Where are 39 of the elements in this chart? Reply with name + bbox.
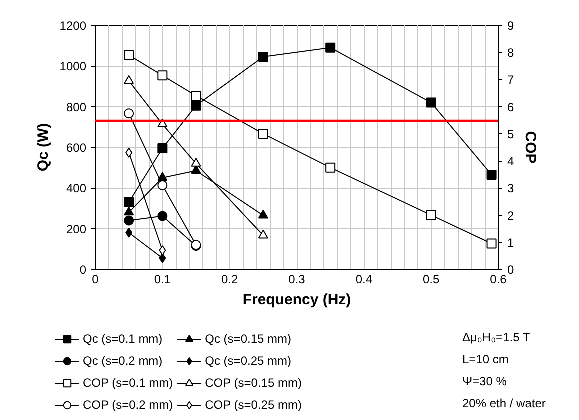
y-tick-label: 0 bbox=[80, 263, 87, 277]
legend-label: COP (s=0.1 mm) bbox=[83, 375, 174, 392]
legend-label: Qc (s=0.15 mm) bbox=[205, 331, 292, 348]
y-tick-label: 600 bbox=[66, 141, 87, 155]
y2-tick-label: 2 bbox=[508, 208, 514, 223]
y2-tick-label: 3 bbox=[508, 182, 514, 196]
x-tick-label: 0.4 bbox=[356, 272, 373, 286]
y-axis-title: Qc (W) bbox=[34, 123, 52, 172]
y2-tick-label: 6 bbox=[508, 100, 514, 114]
y2-tick-label: 7 bbox=[508, 73, 514, 88]
legend-label: Qc (s=0.25 mm) bbox=[205, 353, 292, 370]
y-tick-label: 400 bbox=[66, 182, 87, 196]
y2-axis-title: COP bbox=[522, 131, 540, 164]
y2-tick-label: 5 bbox=[508, 127, 514, 142]
x-tick-label: 0.1 bbox=[154, 272, 172, 286]
text: L=10 cm bbox=[462, 352, 509, 366]
x-tick-label: 0.2 bbox=[221, 272, 238, 286]
x-tick-label: 0.6 bbox=[490, 272, 508, 286]
x-tick-label: 0.5 bbox=[422, 272, 440, 286]
x-axis-title: Frequency (Hz) bbox=[242, 292, 352, 308]
y2-tick-label: 8 bbox=[508, 46, 514, 60]
y-tick-label: 1000 bbox=[60, 60, 87, 74]
text: Δμ₀H₀=1.5 T bbox=[462, 330, 531, 344]
legend-label: Qc (s=0.2 mm) bbox=[83, 353, 163, 370]
y2-tick-label: 9 bbox=[508, 19, 514, 33]
y2-tick-label: 4 bbox=[508, 154, 514, 169]
text: 20% eth / water bbox=[462, 396, 546, 410]
legend-label: COP (s=0.15 mm) bbox=[205, 375, 302, 392]
y-tick-label: 1200 bbox=[60, 19, 87, 33]
legend-label: Qc (s=0.1 mm) bbox=[83, 331, 163, 348]
y2-tick-label: 0 bbox=[508, 263, 514, 277]
legend-label: COP (s=0.2 mm) bbox=[83, 397, 174, 414]
y-tick-label: 800 bbox=[66, 100, 87, 114]
text: Ψ=30 % bbox=[462, 374, 508, 388]
y-tick-label: 200 bbox=[66, 222, 87, 236]
x-tick-label: 0.3 bbox=[288, 272, 306, 286]
y2-tick-label: 1 bbox=[508, 236, 514, 250]
legend-label: COP (s=0.25 mm) bbox=[205, 397, 302, 414]
x-tick-label: 0 bbox=[92, 272, 100, 286]
